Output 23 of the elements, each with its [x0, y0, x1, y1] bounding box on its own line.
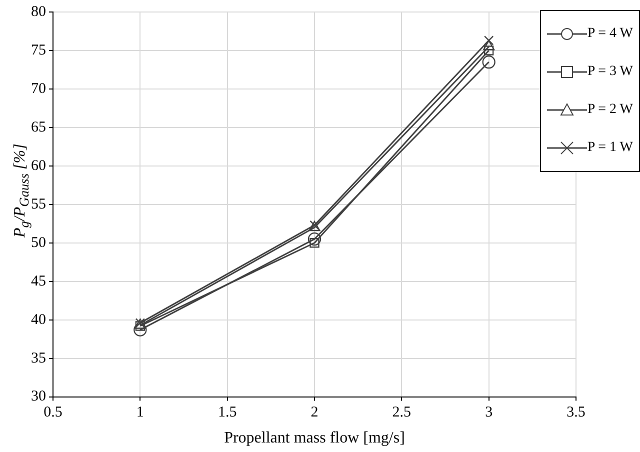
x-tick-label: 1: [136, 404, 144, 421]
y-tick-label: 40: [31, 312, 46, 328]
x-tick-label: 2: [310, 404, 318, 421]
x-tick-label: 3: [485, 404, 493, 421]
x-axis-title: Propellant mass flow [mg/s]: [224, 430, 405, 447]
x-tick-label: 1.5: [218, 404, 237, 421]
legend-label: P = 2 W: [587, 102, 633, 118]
legend-label: P = 4 W: [587, 26, 633, 42]
y-tick-label: 65: [31, 119, 46, 136]
y-tick-label: 30: [31, 388, 46, 405]
y-tick-label: 80: [31, 4, 46, 20]
y-tick-label: 45: [31, 273, 46, 290]
x-tick-label: 3.5: [566, 404, 586, 421]
legend-label: P = 1 W: [587, 140, 633, 156]
legend-label: P = 3 W: [587, 64, 633, 80]
y-tick-label: 50: [31, 234, 46, 251]
x-tick-label: 0.5: [44, 404, 62, 421]
y-tick-label: 35: [31, 350, 46, 366]
y-tick-label: 60: [31, 158, 46, 174]
y-tick-label: 75: [31, 42, 46, 58]
y-tick-label: 70: [31, 80, 46, 97]
y-tick-label: 55: [31, 196, 46, 212]
x-tick-label: 2.5: [392, 404, 412, 421]
